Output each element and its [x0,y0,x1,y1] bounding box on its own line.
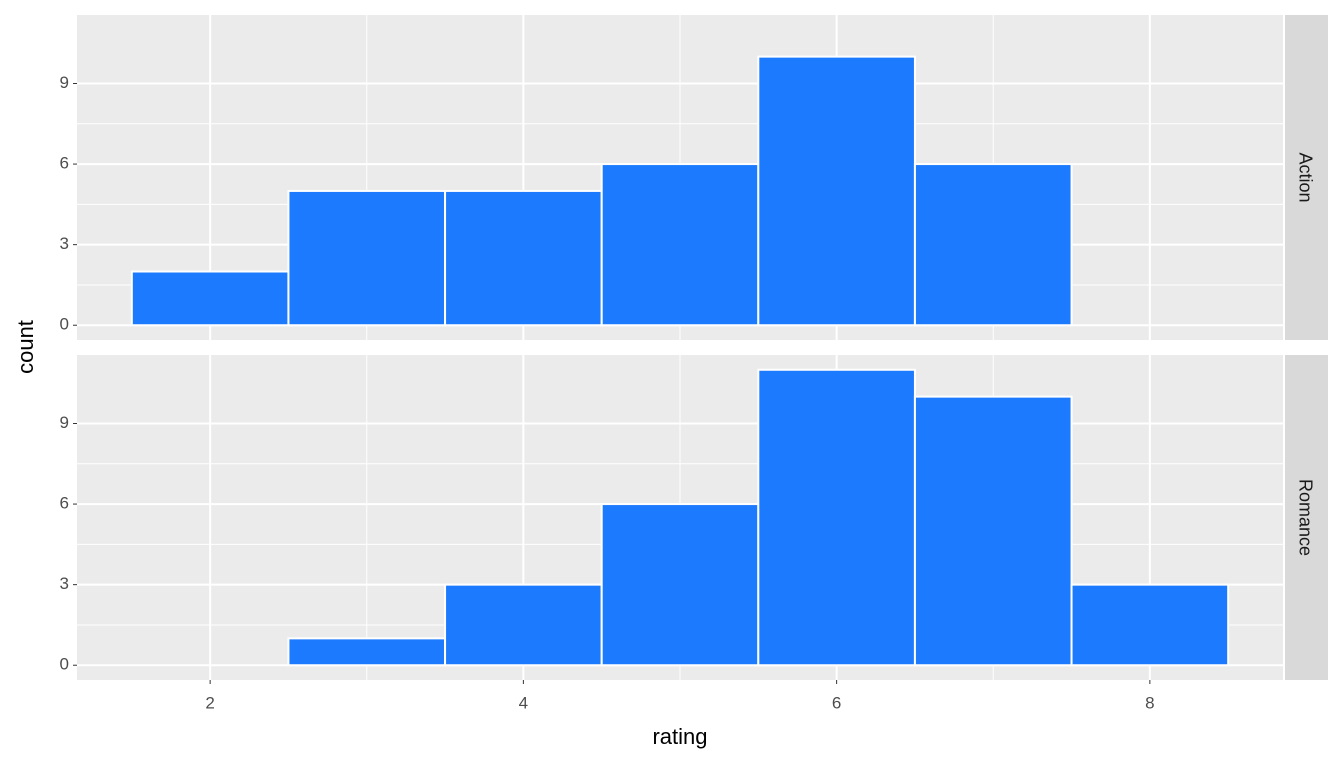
x-tick-label: 6 [832,693,841,712]
bar [444,189,603,327]
bar [1070,583,1230,667]
bar [444,583,603,667]
bar [757,368,916,667]
y-tick-label: 9 [60,413,69,432]
y-tick-label: 0 [60,655,69,674]
y-tick-label: 3 [60,234,69,253]
x-tick-label: 4 [519,693,528,712]
y-tick-label: 6 [60,494,69,513]
x-axis-label: rating [652,724,707,749]
bar [600,163,760,327]
bar [600,503,760,667]
bar [287,189,447,327]
facet-label: Romance [1295,479,1315,556]
bar [287,637,447,667]
y-tick-label: 0 [60,315,69,334]
x-tick-label: 8 [1145,693,1154,712]
bar [913,395,1073,667]
x-tick-label: 2 [205,693,214,712]
bar [130,270,290,327]
facet-strip [1285,15,1328,340]
facet-label: Action [1295,152,1315,202]
facet-strip [1285,355,1328,680]
bar [913,163,1073,327]
y-tick-label: 6 [60,154,69,173]
y-axis-label: count [13,320,38,374]
y-tick-label: 3 [60,574,69,593]
bar [757,55,916,327]
y-tick-label: 9 [60,73,69,92]
